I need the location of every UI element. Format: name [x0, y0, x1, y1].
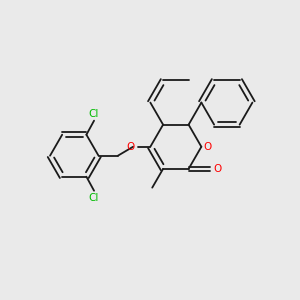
Text: Cl: Cl	[89, 193, 99, 203]
Text: O: O	[214, 164, 222, 174]
Text: Cl: Cl	[89, 109, 99, 119]
Text: O: O	[127, 142, 135, 152]
Text: O: O	[203, 142, 211, 152]
